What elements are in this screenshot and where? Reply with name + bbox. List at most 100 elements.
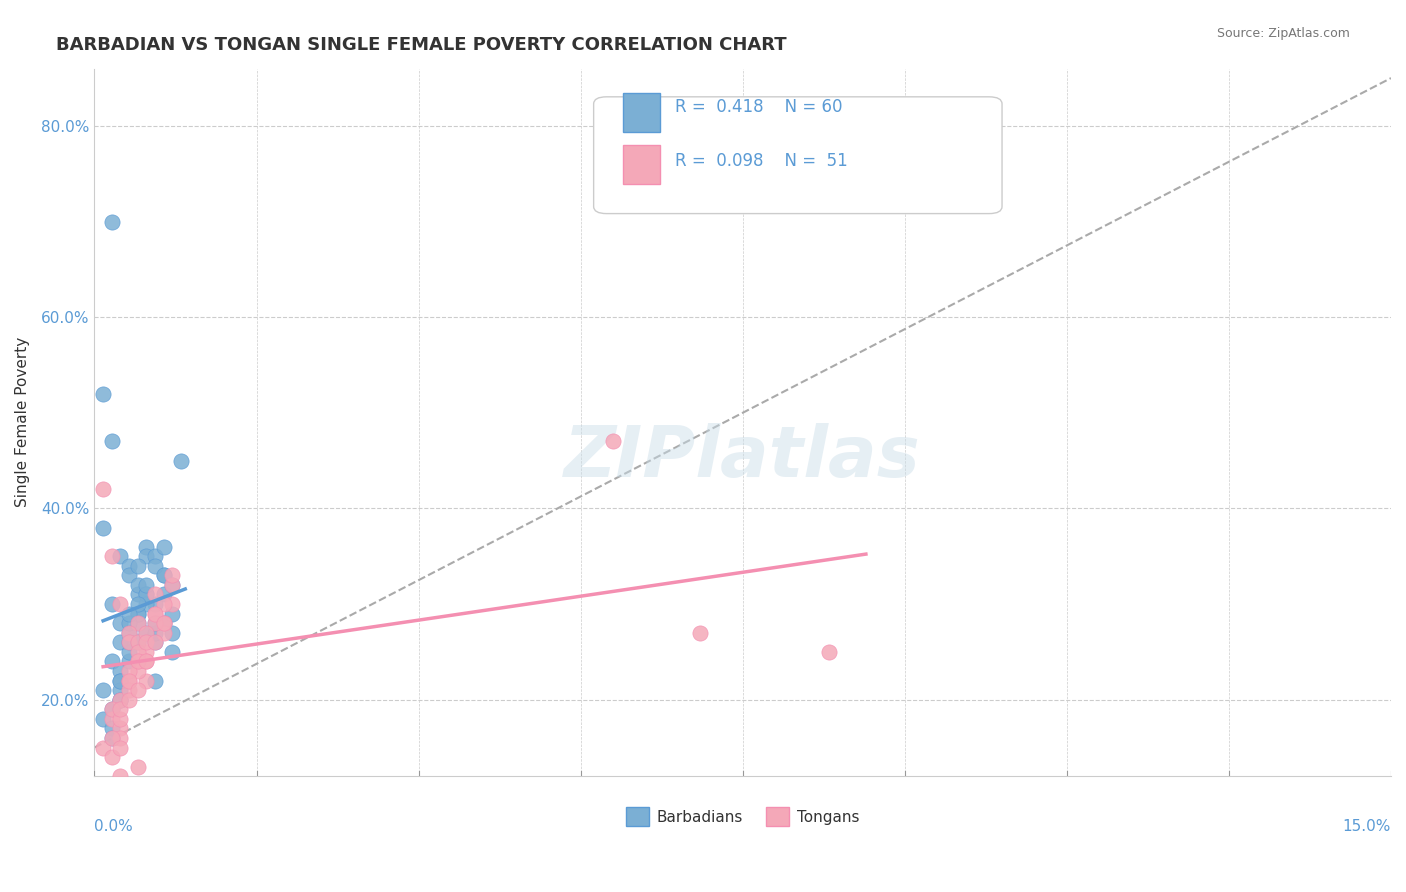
- Point: [152, 568, 174, 582]
- Text: ZIPlatlas: ZIPlatlas: [564, 423, 921, 492]
- Point: [127, 655, 149, 669]
- Point: [110, 769, 132, 783]
- Point: [127, 664, 149, 678]
- FancyBboxPatch shape: [623, 94, 659, 132]
- Point: [91, 386, 114, 401]
- Point: [135, 655, 157, 669]
- Point: [91, 683, 114, 698]
- Point: [127, 759, 149, 773]
- Point: [118, 616, 141, 631]
- Point: [135, 549, 157, 564]
- Point: [135, 540, 157, 554]
- Point: [135, 655, 157, 669]
- Point: [118, 645, 141, 659]
- Point: [118, 673, 141, 688]
- Point: [100, 702, 122, 716]
- Point: [127, 645, 149, 659]
- Point: [143, 616, 166, 631]
- Point: [162, 645, 184, 659]
- Point: [100, 731, 122, 745]
- Point: [100, 549, 122, 564]
- Point: [127, 655, 149, 669]
- Text: 15.0%: 15.0%: [1343, 819, 1391, 834]
- Point: [143, 558, 166, 573]
- Point: [127, 683, 149, 698]
- Point: [118, 635, 141, 649]
- Point: [118, 683, 141, 698]
- Point: [118, 625, 141, 640]
- Point: [152, 540, 174, 554]
- Point: [118, 625, 141, 640]
- Point: [91, 483, 114, 497]
- Point: [162, 578, 184, 592]
- Point: [127, 587, 149, 601]
- Point: [152, 587, 174, 601]
- Point: [143, 635, 166, 649]
- Point: [127, 616, 149, 631]
- Text: R =  0.098    N =  51: R = 0.098 N = 51: [675, 152, 848, 169]
- Text: BARBADIAN VS TONGAN SINGLE FEMALE POVERTY CORRELATION CHART: BARBADIAN VS TONGAN SINGLE FEMALE POVERT…: [56, 36, 787, 54]
- Point: [110, 673, 132, 688]
- Point: [127, 607, 149, 621]
- Point: [91, 740, 114, 755]
- Point: [110, 740, 132, 755]
- Point: [100, 597, 122, 611]
- Point: [118, 568, 141, 582]
- Point: [152, 625, 174, 640]
- Point: [110, 692, 132, 706]
- Point: [135, 587, 157, 601]
- Point: [100, 434, 122, 449]
- Point: [100, 655, 122, 669]
- Point: [162, 578, 184, 592]
- Point: [818, 645, 841, 659]
- Point: [91, 520, 114, 534]
- Point: [152, 616, 174, 631]
- Point: [143, 625, 166, 640]
- Point: [127, 616, 149, 631]
- Y-axis label: Single Female Poverty: Single Female Poverty: [15, 337, 30, 508]
- Point: [143, 635, 166, 649]
- Point: [162, 625, 184, 640]
- Point: [118, 635, 141, 649]
- Point: [689, 625, 711, 640]
- Point: [152, 616, 174, 631]
- Point: [135, 587, 157, 601]
- Point: [135, 625, 157, 640]
- Point: [127, 578, 149, 592]
- Point: [152, 597, 174, 611]
- Point: [118, 655, 141, 669]
- Point: [100, 750, 122, 764]
- Point: [135, 578, 157, 592]
- Point: [170, 453, 193, 467]
- Point: [162, 607, 184, 621]
- Point: [110, 722, 132, 736]
- Point: [118, 664, 141, 678]
- Point: [127, 607, 149, 621]
- Point: [602, 434, 624, 449]
- Point: [110, 597, 132, 611]
- Point: [118, 607, 141, 621]
- Text: R =  0.418    N = 60: R = 0.418 N = 60: [675, 98, 842, 117]
- Point: [143, 607, 166, 621]
- Point: [110, 692, 132, 706]
- Point: [127, 635, 149, 649]
- Point: [110, 635, 132, 649]
- Point: [118, 558, 141, 573]
- Point: [143, 549, 166, 564]
- Legend: Barbadians, Tongans: Barbadians, Tongans: [620, 801, 865, 832]
- Point: [162, 597, 184, 611]
- Point: [152, 616, 174, 631]
- Point: [100, 731, 122, 745]
- Point: [135, 635, 157, 649]
- Point: [110, 692, 132, 706]
- Point: [143, 597, 166, 611]
- Point: [110, 549, 132, 564]
- Point: [143, 673, 166, 688]
- Point: [100, 214, 122, 228]
- Point: [110, 616, 132, 631]
- FancyBboxPatch shape: [623, 145, 659, 184]
- Point: [135, 645, 157, 659]
- Point: [152, 568, 174, 582]
- Point: [110, 683, 132, 698]
- Point: [110, 702, 132, 716]
